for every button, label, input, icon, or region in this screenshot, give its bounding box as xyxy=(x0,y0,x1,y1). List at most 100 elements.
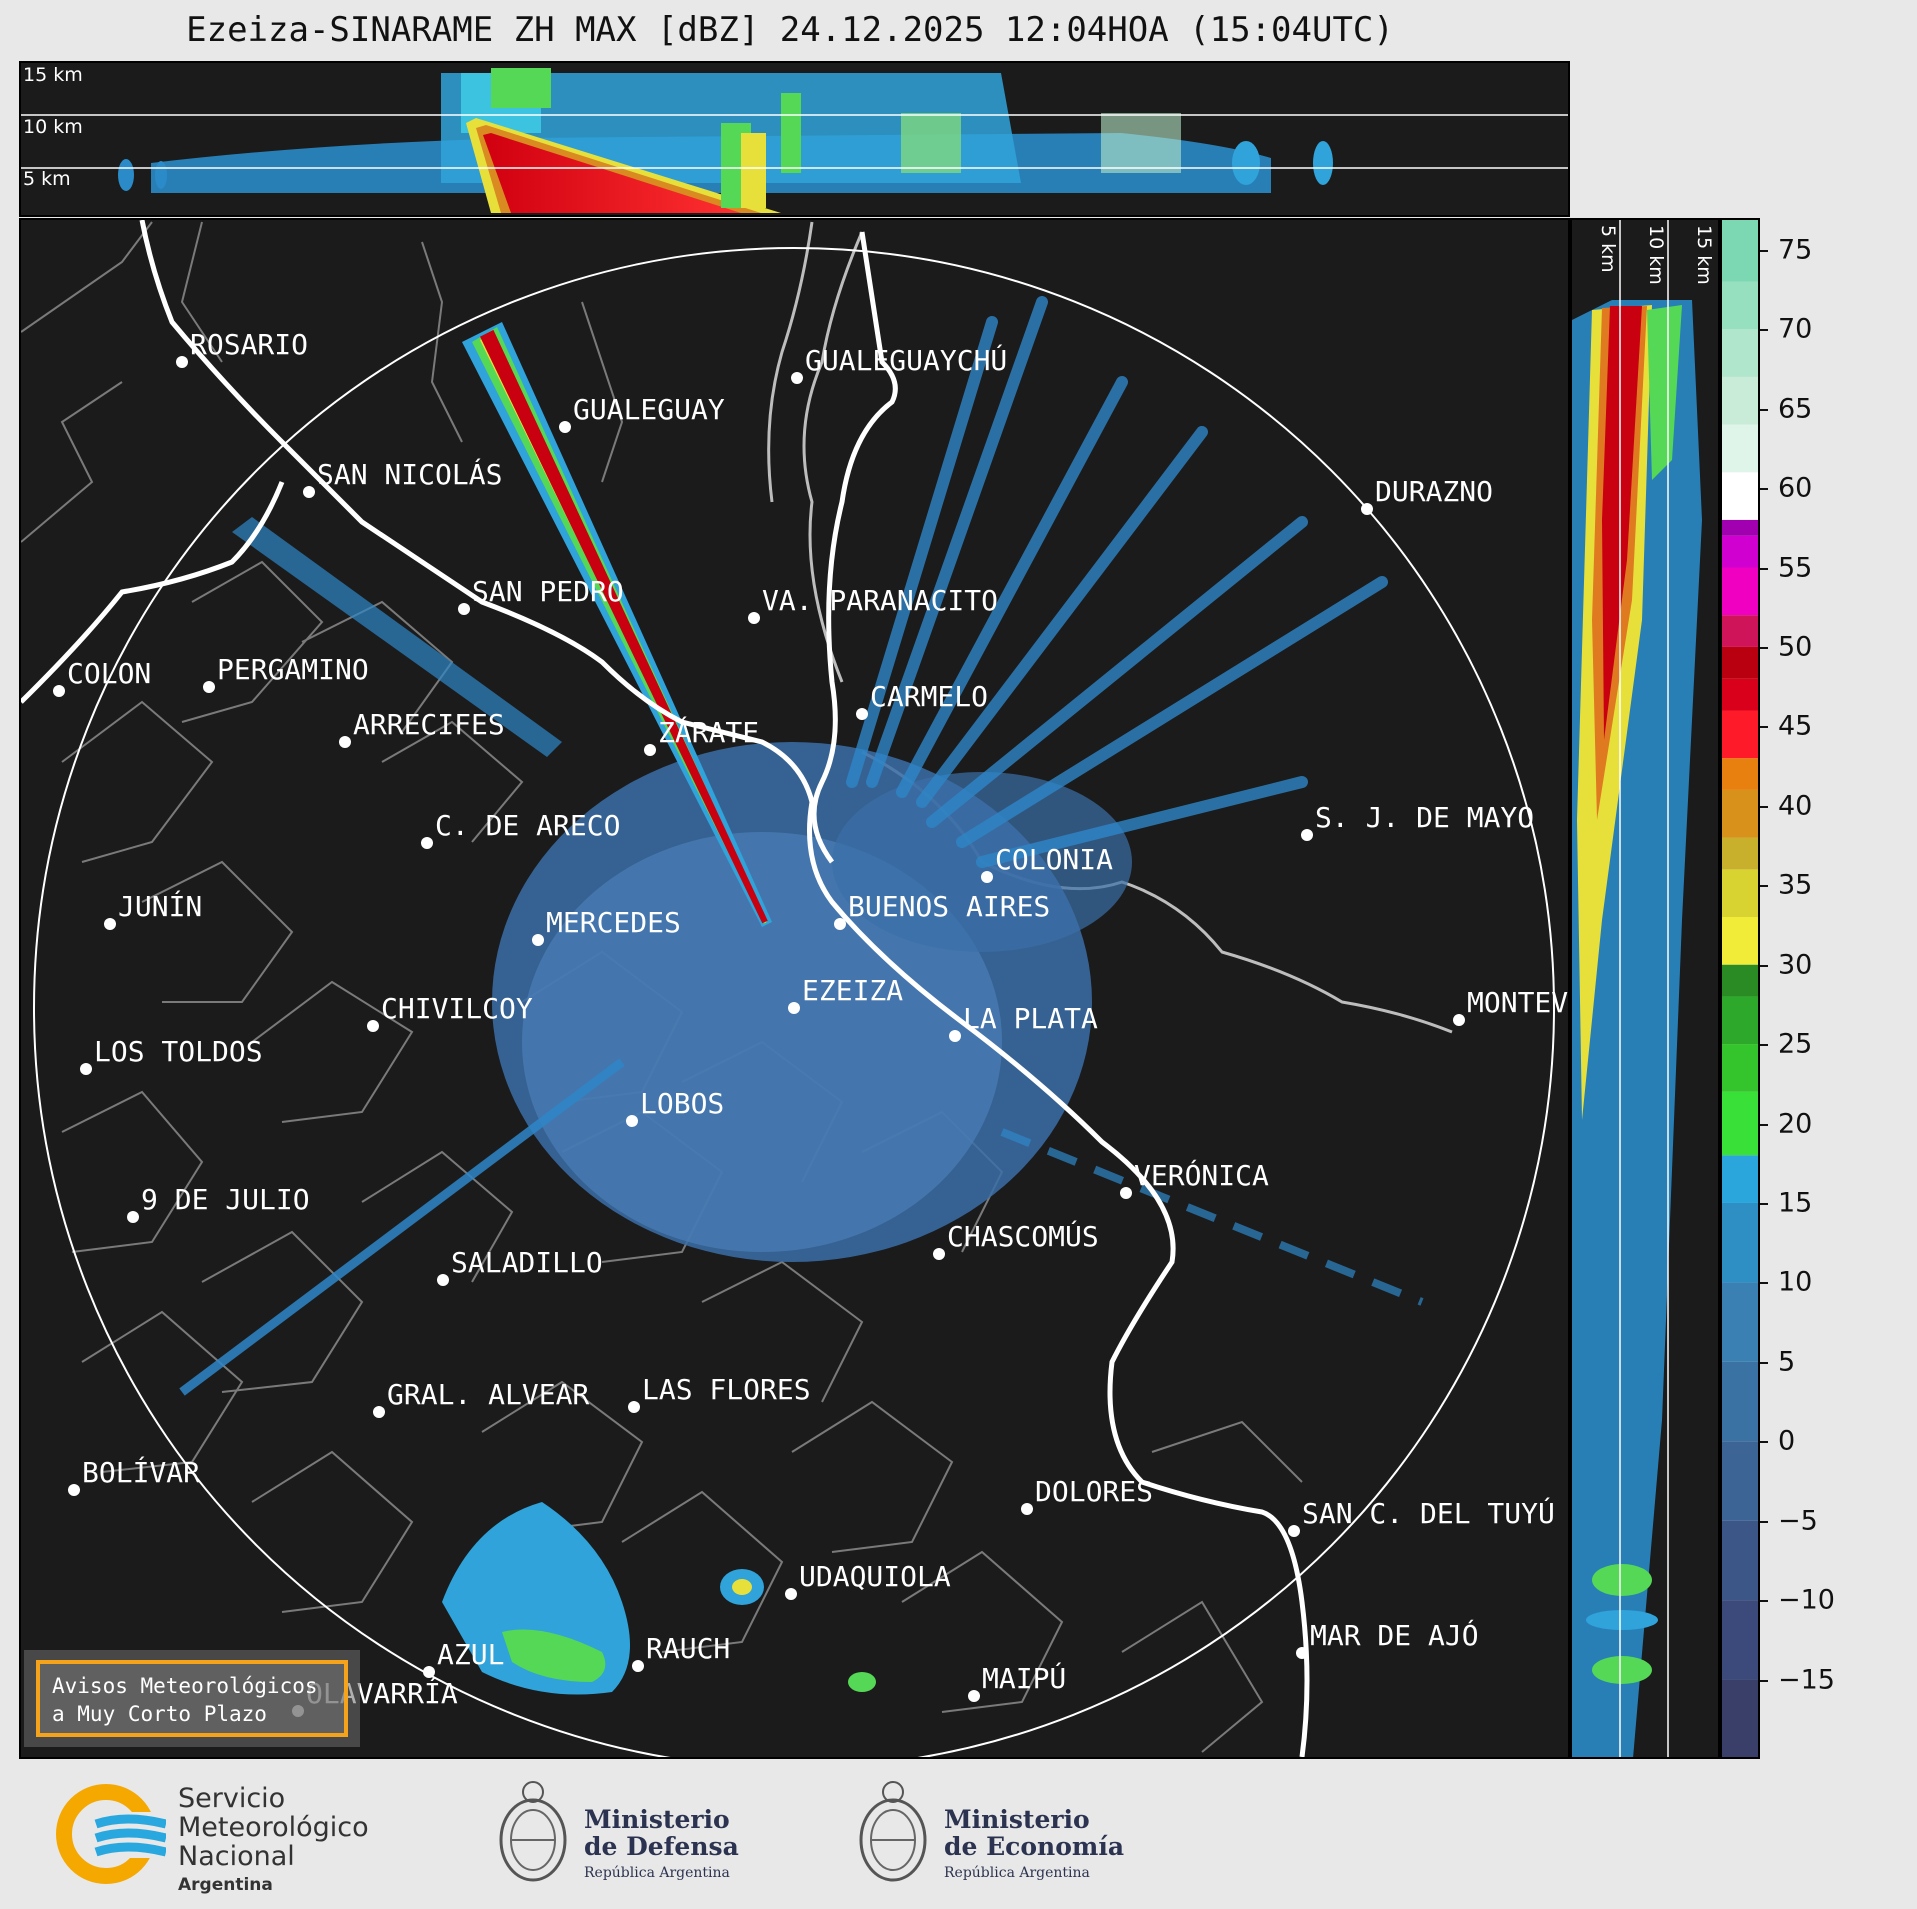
city-dot xyxy=(1296,1647,1308,1659)
city-dot xyxy=(949,1030,961,1042)
smn-line-1: Servicio xyxy=(178,1783,286,1814)
chart-title: Ezeiza-SINARAME ZH MAX [dBZ] 24.12.2025 … xyxy=(186,10,1394,50)
city-dot xyxy=(367,1020,379,1032)
city-marker: VERÓNICA xyxy=(1120,1158,1269,1199)
city-dot xyxy=(373,1406,385,1418)
city-dot xyxy=(748,612,760,624)
colorbar-band xyxy=(1720,424,1760,473)
city-label: JUNÍN xyxy=(118,889,202,923)
colorbar-frame xyxy=(1720,218,1760,1759)
colorbar-band xyxy=(1720,1441,1760,1521)
city-marker: 9 DE JULIO xyxy=(127,1183,310,1223)
colorbar-tick-label: 30 xyxy=(1778,949,1813,981)
city-dot xyxy=(339,736,351,748)
city-dot xyxy=(1021,1503,1033,1515)
colorbar-tick-label: 0 xyxy=(1778,1425,1796,1457)
city-dot xyxy=(532,934,544,946)
city-marker: ROSARIO xyxy=(176,328,308,368)
city-label: ROSARIO xyxy=(190,328,308,361)
colorbar-band xyxy=(1720,535,1760,568)
defensa-line-1: Ministerio xyxy=(584,1805,730,1834)
city-marker: CHIVILCOY xyxy=(367,992,533,1032)
defensa-logo-text: Ministerio de Defensa República Argentin… xyxy=(584,1806,739,1887)
smn-logo-icon xyxy=(56,1784,166,1884)
colorbar-tick xyxy=(1760,1520,1768,1523)
city-labels: ROSARIO GUALEGUAYCHÚ GUALEGUAY SAN NICOLÁS D… xyxy=(53,328,1568,1717)
colorbar-tick-label: 75 xyxy=(1778,234,1813,266)
city-label: LOS TOLDOS xyxy=(94,1035,263,1068)
city-dot xyxy=(1361,503,1373,515)
city-dot xyxy=(644,744,656,756)
city-marker: SALADILLO xyxy=(437,1246,603,1286)
city-label: S. J. DE MAYO xyxy=(1315,801,1534,834)
city-marker: LAS FLORES xyxy=(628,1373,811,1413)
city-marker: MERCEDES xyxy=(532,906,681,946)
alert-box[interactable]: Avisos Meteorológicos a Muy Corto Plazo xyxy=(36,1660,348,1737)
city-dot xyxy=(176,356,188,368)
city-label: PERGAMINO xyxy=(217,653,369,686)
radar-map-panel[interactable]: ROSARIO GUALEGUAYCHÚ GUALEGUAY SAN NICOLÁS D… xyxy=(19,218,1570,1759)
city-dot xyxy=(1288,1525,1300,1537)
economia-logo-text: Ministerio de Economía República Argenti… xyxy=(944,1806,1124,1887)
economia-line-3: República Argentina xyxy=(944,1865,1090,1881)
colorbar-tick xyxy=(1760,805,1768,808)
city-label: SAN NICOLÁS xyxy=(317,457,502,491)
side-cross-section: 5 km 10 km 15 km xyxy=(1572,220,1715,1757)
colorbar-tick-label: −15 xyxy=(1778,1664,1835,1696)
colorbar-tick-label: 45 xyxy=(1778,710,1813,742)
city-marker: JUNÍN xyxy=(104,889,202,930)
top-label-5km: 5 km xyxy=(23,168,71,190)
city-label: MAR DE AJÓ xyxy=(1310,1618,1479,1652)
colorbar-band xyxy=(1720,1361,1760,1442)
city-marker: SAN NICOLÁS xyxy=(303,457,502,498)
city-dot xyxy=(559,421,571,433)
smn-line-3: Nacional xyxy=(178,1841,295,1872)
colorbar-band xyxy=(1720,758,1760,790)
city-label: ZÁRATE xyxy=(658,715,759,749)
city-label: DOLORES xyxy=(1035,1475,1153,1508)
city-dot xyxy=(1301,829,1313,841)
colorbar-tick xyxy=(1760,646,1768,649)
colorbar-band xyxy=(1720,1282,1760,1362)
city-marker: ZÁRATE xyxy=(644,715,759,756)
city-label: LA PLATA xyxy=(963,1002,1098,1035)
city-dot xyxy=(981,871,993,883)
colorbar-tick xyxy=(1760,1044,1768,1047)
top-label-10km: 10 km xyxy=(23,116,83,138)
colorbar-tick-label: 10 xyxy=(1778,1266,1813,1298)
colorbar-tick xyxy=(1760,1361,1768,1364)
colorbar-band xyxy=(1720,567,1760,616)
smn-line-2: Meteorológico xyxy=(178,1812,369,1843)
city-marker: RAUCH xyxy=(632,1632,730,1672)
colorbar-tick xyxy=(1760,567,1768,570)
colorbar-band xyxy=(1720,472,1760,520)
colorbar-tick-label: −5 xyxy=(1778,1505,1818,1537)
city-dot xyxy=(933,1248,945,1260)
colorbar-tick-label: 65 xyxy=(1778,393,1813,425)
colorbar-band xyxy=(1720,1044,1760,1092)
city-label: MONTEVIDEO xyxy=(1467,986,1568,1019)
economia-line-2: de Economía xyxy=(944,1832,1125,1861)
colorbar-band xyxy=(1720,710,1760,759)
colorbar xyxy=(1720,218,1760,1759)
city-label: LAS FLORES xyxy=(642,1373,811,1406)
city-label: BUENOS AIRES xyxy=(848,890,1050,923)
city-dot xyxy=(1120,1187,1132,1199)
city-dot xyxy=(626,1115,638,1127)
colorbar-band xyxy=(1720,376,1760,425)
city-dot xyxy=(628,1401,640,1413)
city-dot xyxy=(303,486,315,498)
colorbar-tick xyxy=(1760,408,1768,411)
colorbar-tick-label: 35 xyxy=(1778,869,1813,901)
city-marker: BOLÍVAR xyxy=(68,1455,200,1496)
city-dot xyxy=(968,1690,980,1702)
colorbar-band xyxy=(1720,281,1760,330)
colorbar-tick xyxy=(1760,1441,1768,1444)
colorbar-tick xyxy=(1760,1282,1768,1285)
department-boundaries xyxy=(21,221,1303,1753)
city-dot xyxy=(632,1660,644,1672)
colorbar-band xyxy=(1720,1520,1760,1601)
city-label: SAN PEDRO xyxy=(472,575,624,608)
city-marker: ARRECIFES xyxy=(339,708,505,748)
city-dot xyxy=(203,681,215,693)
